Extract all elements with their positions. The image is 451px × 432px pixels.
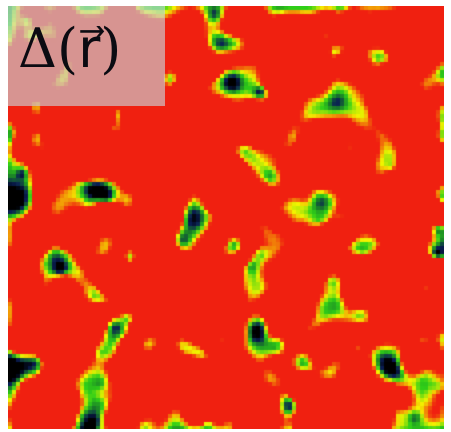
gap-map-label: Δ(r⃗) [18,17,122,80]
label-overlay-box: Δ(r⃗) [8,6,165,106]
gap-map-figure: Δ(r⃗) [8,6,444,429]
